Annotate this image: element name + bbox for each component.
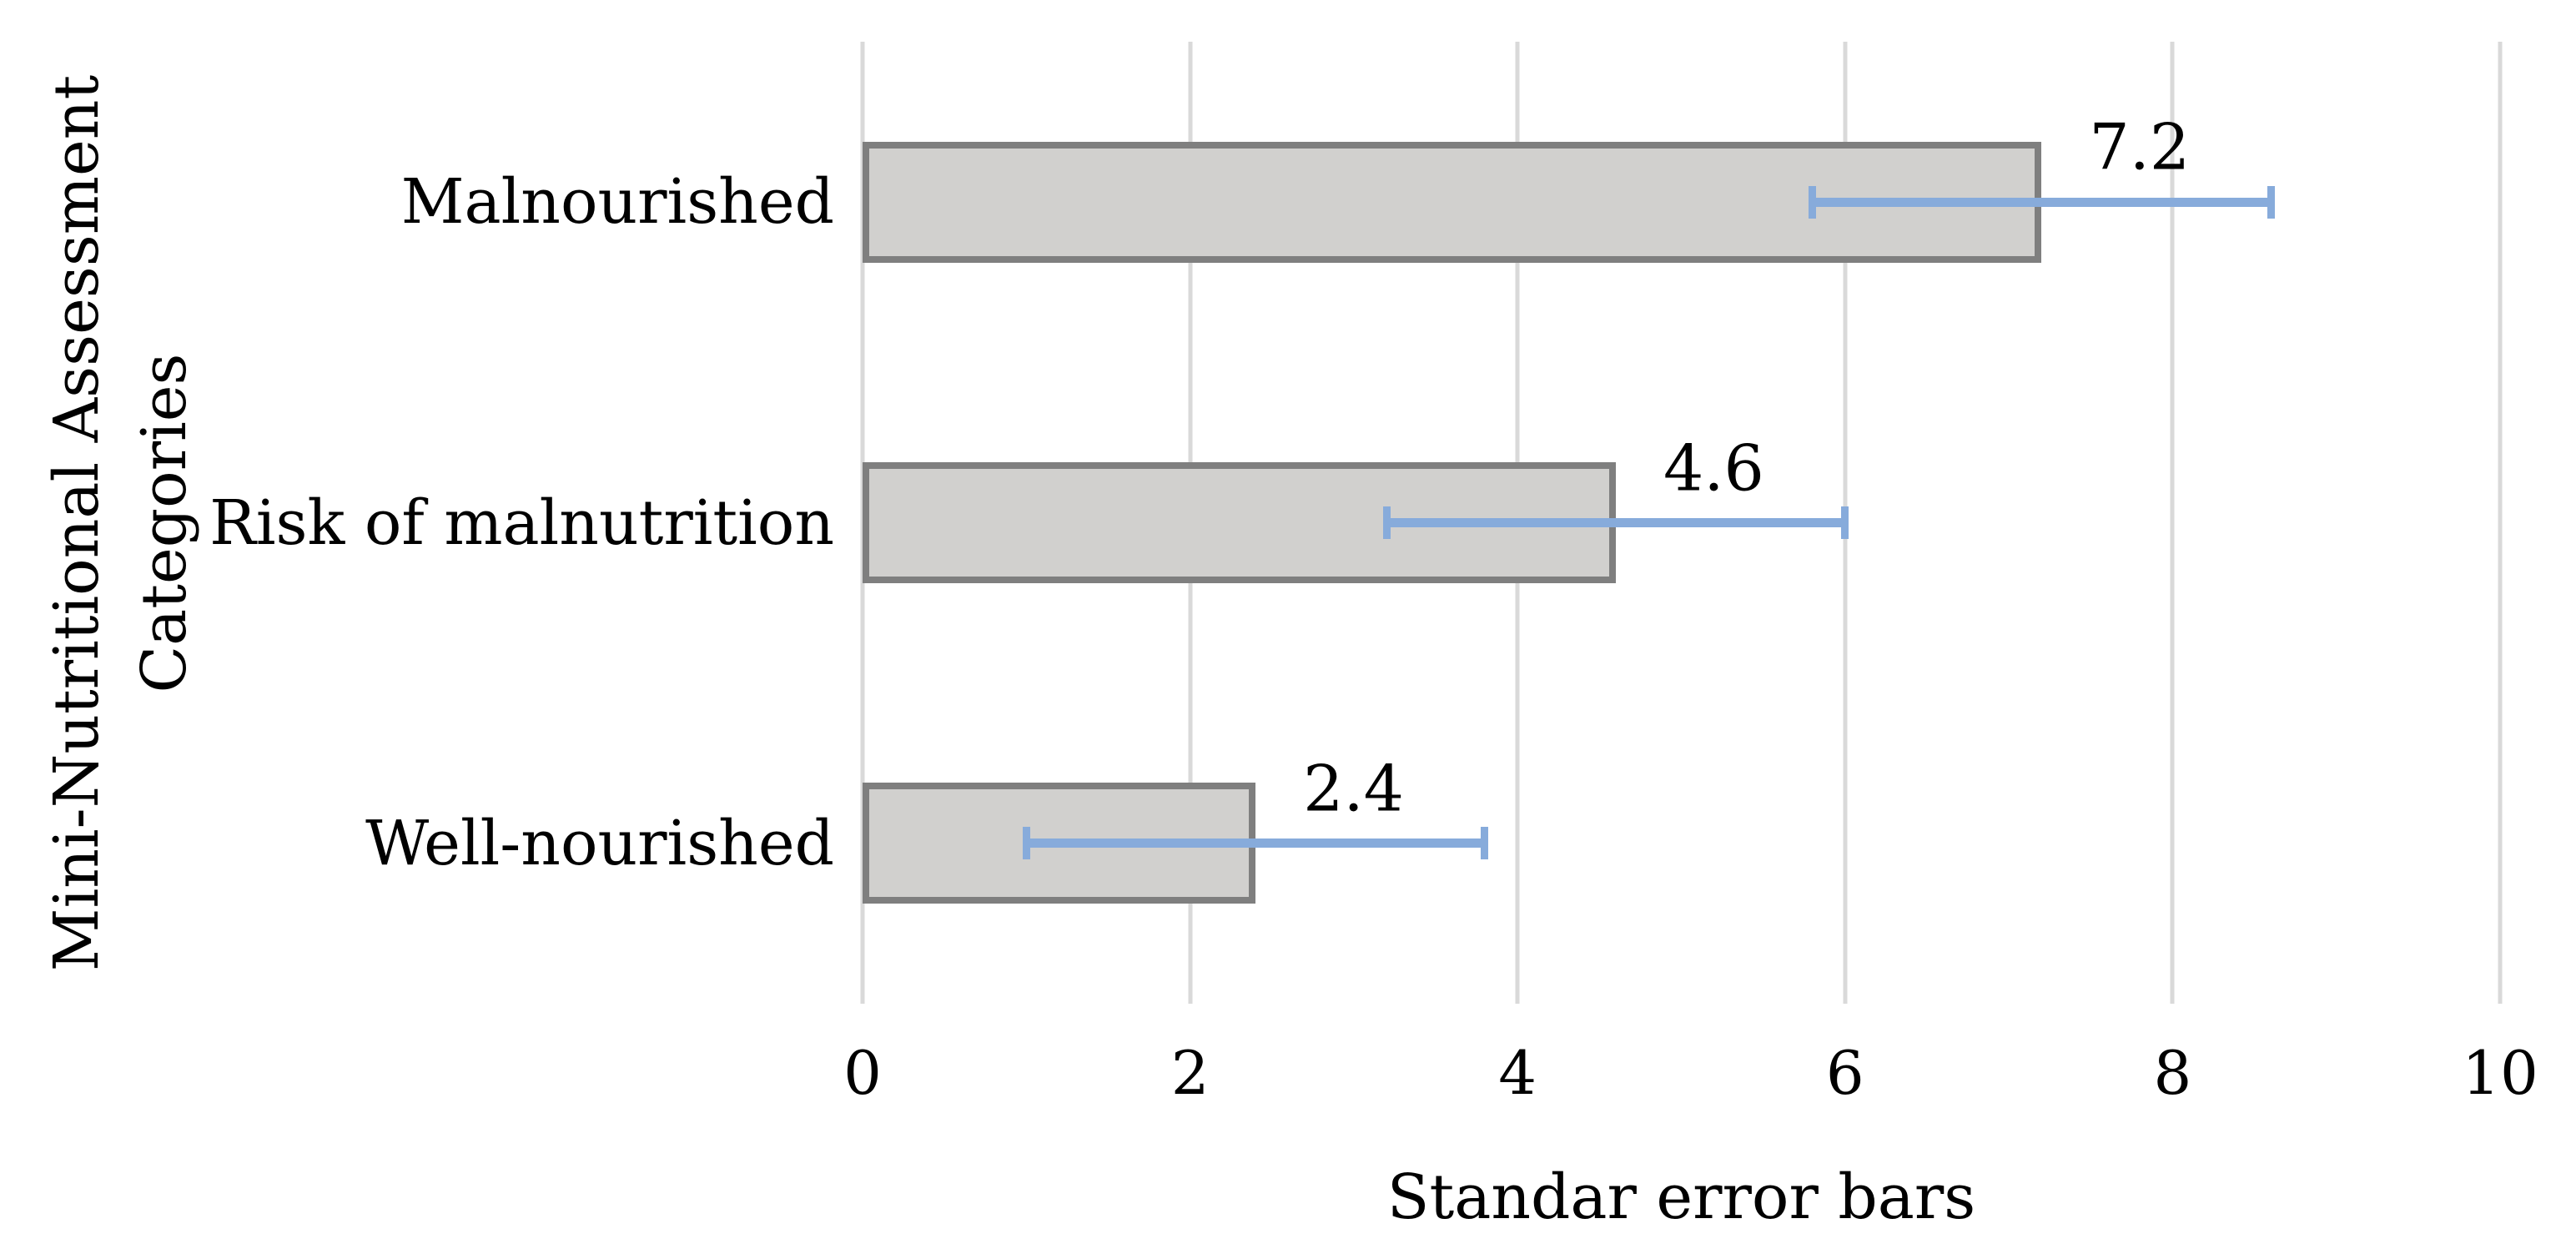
error-bar xyxy=(1812,197,2272,207)
category-label: Risk of malnutrition xyxy=(209,486,834,559)
x-axis-title: Standar error bars xyxy=(1386,1161,1976,1233)
x-tick-label: 6 xyxy=(1825,1038,1864,1108)
error-bar xyxy=(1026,839,1485,849)
error-bar-cap xyxy=(1809,185,1817,219)
x-tick-label: 4 xyxy=(1498,1038,1537,1108)
error-bar-cap xyxy=(1022,827,1030,860)
error-bar-cap xyxy=(1481,827,1489,860)
gridline xyxy=(2170,42,2175,1004)
x-tick-label: 8 xyxy=(2153,1038,2192,1108)
x-tick-label: 2 xyxy=(1170,1038,1210,1108)
error-bar-cap xyxy=(1841,506,1849,539)
plot-area: 7.2 4.6 2.4 xyxy=(860,42,2503,1004)
gridline xyxy=(2498,42,2503,1004)
category-label: Malnourished xyxy=(400,166,834,239)
error-bar xyxy=(1386,518,1845,527)
value-label: 7.2 xyxy=(2089,109,2191,184)
x-tick-label: 0 xyxy=(843,1038,882,1108)
error-bar-cap xyxy=(2267,185,2275,219)
x-tick-label: 10 xyxy=(2462,1038,2538,1108)
value-label: 4.6 xyxy=(1663,431,1764,505)
error-bar-cap xyxy=(1382,506,1391,539)
value-label: 2.4 xyxy=(1303,751,1404,826)
category-label: Well-nourished xyxy=(365,807,834,879)
